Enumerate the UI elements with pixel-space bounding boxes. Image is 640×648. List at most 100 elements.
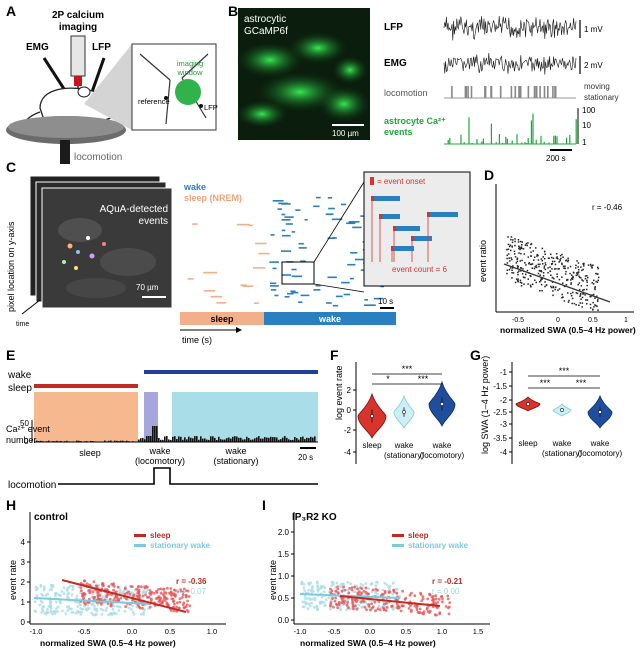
e-locomotion-trace — [58, 467, 318, 485]
d-point — [559, 254, 562, 257]
zoom-cone — [84, 44, 132, 130]
i-wake-point — [335, 581, 339, 585]
h-sleep-point — [148, 605, 152, 609]
e-count-bar — [36, 440, 38, 442]
e-wake-label: wake — [7, 370, 32, 381]
h-sleep-point — [159, 587, 163, 591]
h-sleep-point — [137, 590, 141, 593]
h-sleep-point — [135, 587, 139, 591]
h-wake-point — [123, 609, 127, 613]
i-sleep-point — [413, 594, 417, 598]
locomotion-trace-label: locomotion — [384, 88, 428, 98]
h-sleep-point — [185, 594, 188, 598]
i-xtick: 1.5 — [473, 627, 483, 636]
wake-event — [298, 301, 303, 303]
d-point — [521, 259, 523, 262]
imaging-window-circle — [175, 79, 201, 105]
i-sleep-point — [346, 601, 350, 604]
d-point — [521, 244, 523, 246]
e-count-bar — [280, 439, 282, 442]
panel-h: H control event rate 4 3 2 1 0 -1.0 -0.5 0.0 0.… — [6, 497, 226, 648]
wake-event — [281, 213, 286, 216]
d-point — [525, 242, 528, 245]
d-point — [552, 286, 555, 289]
d-point — [530, 286, 532, 288]
i-wake-point — [349, 582, 353, 586]
h-wake-point — [121, 591, 124, 594]
i-sleep-point — [371, 588, 375, 592]
d-point — [549, 266, 551, 268]
h-sleep-point — [109, 604, 113, 608]
d-point — [562, 296, 564, 298]
f-xlabel: sleep — [362, 441, 382, 450]
i-tick-label: 2.0 — [278, 528, 290, 537]
d-point — [534, 279, 536, 281]
e-count-bar — [204, 438, 206, 442]
d-point — [582, 293, 584, 295]
i-wake-point — [306, 607, 310, 611]
i-wake-point — [320, 601, 324, 604]
d-point — [511, 258, 513, 261]
i-yticks: 2.0 1.5 1.0 0.5 0.0 — [278, 528, 294, 625]
d-point — [594, 286, 596, 288]
d-point — [535, 266, 538, 269]
d-point — [538, 269, 541, 272]
sleep-event — [210, 295, 223, 298]
d-point — [515, 262, 518, 264]
i-wake-point — [308, 604, 312, 608]
h-wake-point — [68, 607, 71, 611]
e-count-bar — [200, 436, 202, 442]
e-count-bar — [298, 439, 300, 442]
h-legend-wake-swatch — [134, 544, 146, 547]
d-point — [529, 263, 532, 266]
d-point — [580, 292, 582, 295]
i-sleep-point — [370, 602, 373, 606]
h-sleep-point — [148, 589, 152, 592]
i-sleep-point — [396, 606, 400, 610]
h-xticks: -1.0 -0.5 0.0 0.5 1.0 — [30, 627, 218, 636]
i-wake-point — [307, 583, 311, 587]
wake-event — [298, 242, 304, 245]
e-count-bar — [172, 436, 174, 442]
d-point — [557, 257, 559, 260]
e-ca-label-2: number — [6, 435, 37, 445]
h-sleep-point — [176, 590, 180, 593]
locomotion-bout — [451, 86, 453, 98]
e-sleep-label: sleep — [8, 383, 32, 394]
lfp-signal — [443, 15, 577, 41]
d-point — [530, 243, 533, 245]
g-sig-stars: *** — [576, 378, 587, 388]
d-xtick-1: -0.5 — [512, 317, 524, 324]
h-sleep-point — [186, 599, 190, 603]
wake-event — [272, 267, 277, 270]
d-point — [597, 267, 599, 270]
h-sleep-point — [177, 606, 181, 610]
wake-event — [270, 289, 277, 291]
h-sleep-point — [110, 582, 114, 586]
h-wake-point — [54, 600, 58, 604]
i-wake-point — [309, 581, 312, 584]
i-sleep-point — [374, 609, 377, 613]
i-sleep-point — [377, 600, 381, 604]
h-wake-point — [76, 609, 79, 613]
d-point — [556, 275, 558, 278]
i-wake-point — [305, 597, 309, 600]
d-point — [569, 265, 572, 268]
d-point — [524, 276, 526, 279]
d-point — [563, 300, 566, 302]
g-significance: *** *** *** — [528, 366, 600, 389]
d-point — [567, 278, 569, 281]
h-sleep-point — [185, 609, 189, 612]
i-wake-point — [395, 587, 398, 591]
i-sleep-point — [447, 612, 451, 616]
wake-event — [316, 196, 321, 199]
e-count-bar — [126, 440, 128, 442]
d-point — [578, 282, 581, 284]
h-fit-sleep — [61, 579, 187, 613]
e-count-bar — [220, 439, 222, 442]
d-point — [518, 246, 521, 248]
seg-wake-label: wake — [318, 314, 341, 324]
d-point — [518, 247, 520, 250]
d-point — [517, 241, 520, 243]
h-sleep-point — [119, 596, 123, 600]
